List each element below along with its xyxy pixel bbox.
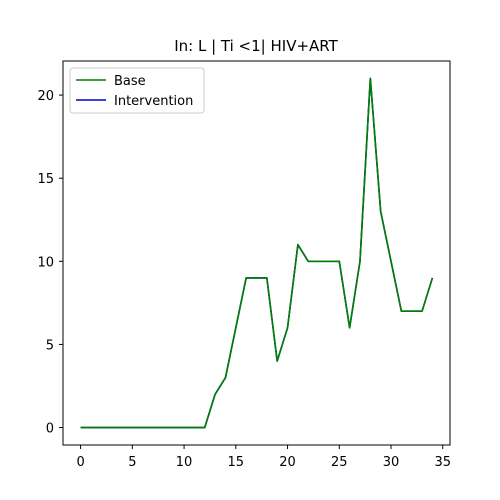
- plot-area: [80, 77, 434, 429]
- legend-label-base: Base: [114, 74, 146, 89]
- axes: 0 5 10 15 20 25 30 35 0 5 10 15 20: [37, 60, 451, 470]
- y-tick-label: 0: [46, 422, 54, 437]
- x-tick-label: 35: [434, 455, 451, 470]
- chart-title: In: L | Ti <1| HIV+ART: [174, 37, 338, 55]
- x-tick-label: 25: [331, 455, 348, 470]
- y-tick-label: 15: [37, 172, 54, 187]
- axes-frame: [62, 60, 451, 446]
- legend: Base Intervention: [69, 67, 205, 114]
- y-tick-label: 5: [46, 338, 54, 353]
- x-tick-label: 10: [176, 455, 193, 470]
- series-line-intervention: [80, 77, 434, 429]
- x-tick-label: 20: [279, 455, 296, 470]
- x-tick-label: 0: [76, 455, 84, 470]
- y-tick-label: 20: [37, 89, 54, 104]
- legend-label-intervention: Intervention: [114, 94, 193, 109]
- x-tick-label: 15: [228, 455, 245, 470]
- series-line-base: [80, 77, 434, 429]
- y-tick-label: 10: [37, 255, 54, 270]
- x-tick-label: 30: [383, 455, 400, 470]
- x-tick-label: 5: [128, 455, 136, 470]
